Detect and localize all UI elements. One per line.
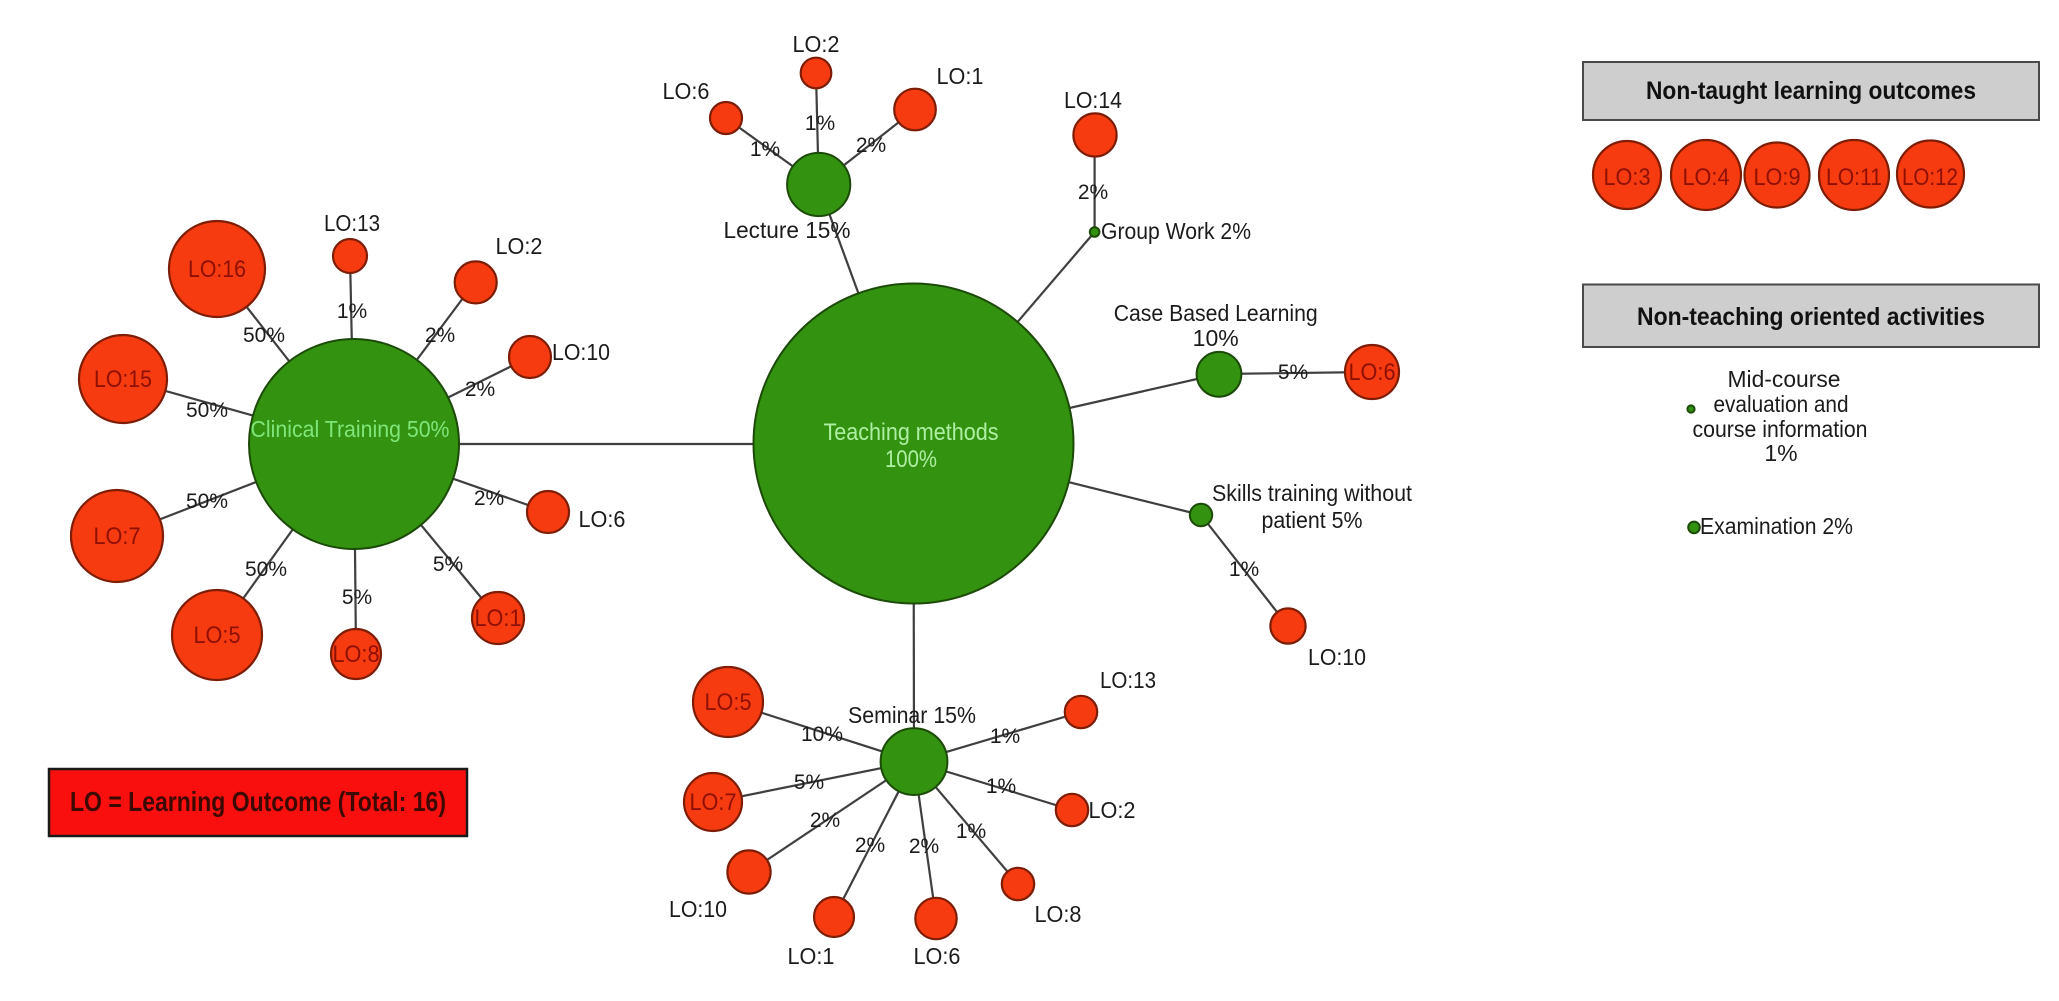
svg-text:50%: 50% <box>243 324 285 347</box>
svg-text:5%: 5% <box>433 553 463 576</box>
svg-text:LO:10: LO:10 <box>1308 644 1366 670</box>
svg-text:50%: 50% <box>186 399 228 422</box>
svg-text:LO:9: LO:9 <box>1754 164 1801 191</box>
svg-text:Mid-course: Mid-course <box>1728 366 1841 392</box>
svg-text:LO:8: LO:8 <box>1035 901 1082 927</box>
svg-text:Clinical Training 50%: Clinical Training 50% <box>251 416 450 442</box>
svg-text:LO:11: LO:11 <box>1826 164 1882 191</box>
svg-text:LO:10: LO:10 <box>669 896 727 922</box>
svg-text:LO:6: LO:6 <box>663 78 710 104</box>
svg-text:Seminar 15%: Seminar 15% <box>848 702 976 728</box>
svg-text:course information: course information <box>1693 416 1868 442</box>
svg-text:100%: 100% <box>885 446 937 473</box>
svg-text:2%: 2% <box>474 487 504 510</box>
svg-text:2%: 2% <box>465 378 495 401</box>
svg-text:5%: 5% <box>342 586 372 609</box>
svg-text:LO:6: LO:6 <box>579 506 626 532</box>
svg-text:LO:1: LO:1 <box>937 63 984 89</box>
svg-text:LO:14: LO:14 <box>1064 87 1122 113</box>
svg-text:Non-taught learning outcomes: Non-taught learning outcomes <box>1646 77 1976 105</box>
svg-text:5%: 5% <box>1278 361 1308 384</box>
svg-text:LO:2: LO:2 <box>793 31 840 57</box>
svg-text:1%: 1% <box>986 775 1016 798</box>
svg-text:10%: 10% <box>1193 325 1239 351</box>
svg-text:1%: 1% <box>990 725 1020 748</box>
svg-text:Group Work 2%: Group Work 2% <box>1101 218 1251 244</box>
svg-text:1%: 1% <box>337 300 367 323</box>
svg-text:Examination 2%: Examination 2% <box>1700 513 1853 539</box>
svg-text:1%: 1% <box>956 820 986 843</box>
svg-text:LO:1: LO:1 <box>788 943 835 969</box>
svg-text:2%: 2% <box>909 835 939 858</box>
svg-text:LO:6: LO:6 <box>914 943 961 969</box>
svg-text:Skills training without: Skills training without <box>1212 480 1413 506</box>
svg-text:LO:4: LO:4 <box>1683 164 1730 191</box>
svg-text:LO:3: LO:3 <box>1604 164 1651 191</box>
svg-text:LO:12: LO:12 <box>1902 164 1958 191</box>
svg-text:LO:1: LO:1 <box>475 605 522 632</box>
svg-text:Lecture 15%: Lecture 15% <box>724 217 851 243</box>
svg-text:LO:5: LO:5 <box>705 689 752 716</box>
svg-text:2%: 2% <box>856 134 886 157</box>
svg-text:10%: 10% <box>801 723 843 746</box>
svg-text:LO:7: LO:7 <box>94 523 141 550</box>
svg-text:1%: 1% <box>805 112 835 135</box>
svg-text:LO:7: LO:7 <box>690 789 737 816</box>
svg-text:LO:5: LO:5 <box>194 622 241 649</box>
svg-text:Non-teaching oriented activiti: Non-teaching oriented activities <box>1637 303 1985 331</box>
svg-text:LO:8: LO:8 <box>333 641 380 668</box>
svg-text:LO:13: LO:13 <box>324 210 380 236</box>
svg-text:2%: 2% <box>425 324 455 347</box>
svg-text:2%: 2% <box>855 834 885 857</box>
svg-text:2%: 2% <box>1078 181 1108 204</box>
svg-text:patient 5%: patient 5% <box>1262 507 1363 533</box>
svg-text:LO:2: LO:2 <box>496 233 543 259</box>
svg-text:LO:16: LO:16 <box>188 256 246 283</box>
svg-text:1%: 1% <box>1764 440 1797 466</box>
svg-text:LO:2: LO:2 <box>1089 797 1136 823</box>
svg-text:LO:6: LO:6 <box>1349 359 1396 386</box>
svg-text:Case Based Learning: Case Based Learning <box>1114 300 1318 326</box>
svg-text:LO:13: LO:13 <box>1100 667 1156 693</box>
svg-text:2%: 2% <box>810 809 840 832</box>
svg-text:evaluation and: evaluation and <box>1714 391 1849 417</box>
svg-text:1%: 1% <box>750 138 780 161</box>
svg-text:LO:10: LO:10 <box>552 339 610 365</box>
svg-text:50%: 50% <box>186 490 228 513</box>
svg-text:LO = Learning Outcome (Total:: LO = Learning Outcome (Total: 16) <box>70 786 446 817</box>
svg-text:1%: 1% <box>1229 558 1259 581</box>
svg-text:5%: 5% <box>794 771 824 794</box>
svg-text:LO:15: LO:15 <box>94 366 152 393</box>
svg-text:Teaching methods: Teaching methods <box>824 419 999 446</box>
svg-text:50%: 50% <box>245 558 287 581</box>
